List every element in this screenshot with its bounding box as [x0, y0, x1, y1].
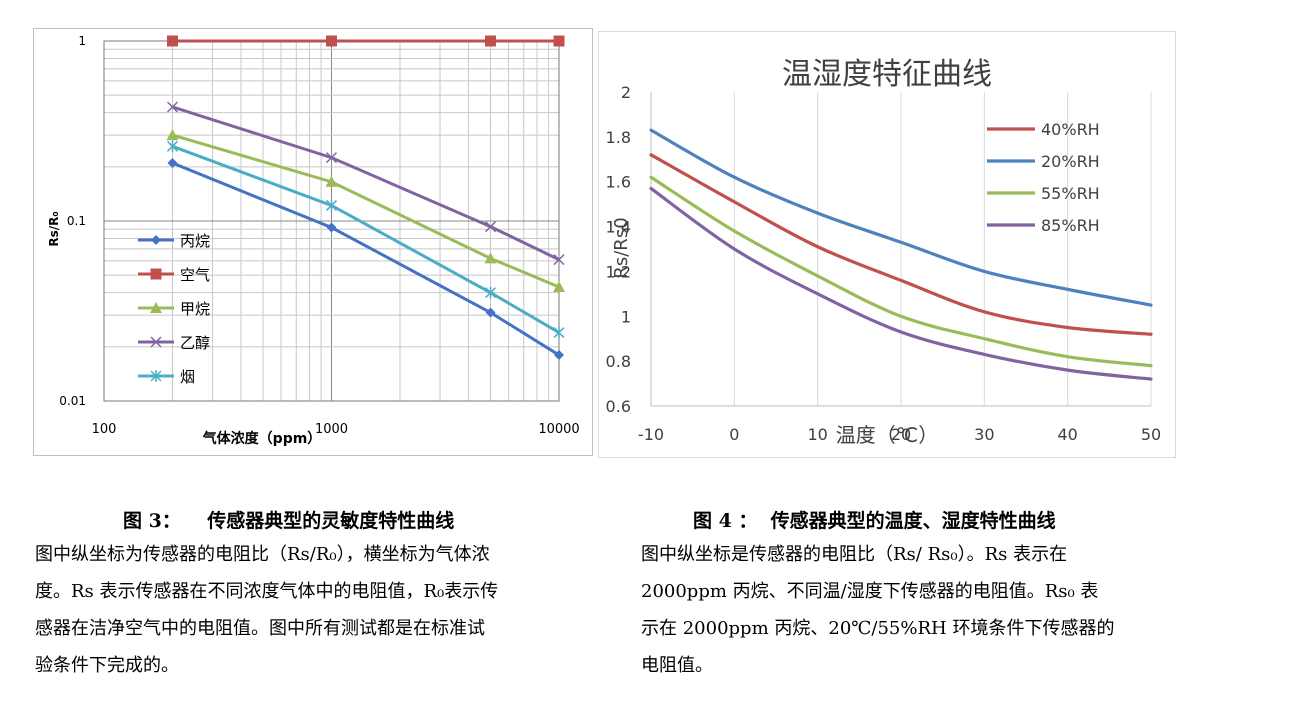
- data-point: [484, 221, 497, 233]
- series-line: [171, 144, 560, 334]
- data-point: [553, 35, 565, 47]
- legend-label: 85%RH: [1041, 216, 1100, 235]
- series-40%RH: [649, 153, 1153, 336]
- fig3-description-line: 验条件下完成的。: [35, 655, 179, 676]
- series-line: [172, 133, 560, 289]
- fig3-description-line: 感器在洁净空气中的电阻值。图中所有测试都是在标准试: [35, 618, 485, 639]
- series-85%RH: [649, 186, 1153, 381]
- fig3-description-line: 度。Rs 表示传感器在不同浓度气体中的电阻值，R₀表示传: [35, 581, 499, 602]
- series-乙醇: [166, 101, 565, 266]
- legend-label: 55%RH: [1041, 184, 1100, 203]
- x-tick-label: 100: [92, 422, 117, 437]
- legend-label: 甲烷: [180, 300, 210, 318]
- x-tick-label: 0: [729, 425, 739, 444]
- data-point: [167, 158, 178, 169]
- grid: [103, 40, 560, 402]
- series-烟: [166, 140, 565, 339]
- series-20%RH: [649, 128, 1153, 307]
- legend-marker: [150, 370, 162, 382]
- fig3-description-line: 图中纵坐标为传感器的电阻比（Rs/R₀），横坐标为气体浓: [35, 544, 490, 565]
- series-line: [172, 105, 560, 261]
- y-tick-label: 1: [78, 34, 86, 48]
- series-55%RH: [649, 175, 1153, 368]
- temperature-humidity-chart: 0.6 0.8 1 1.2 1.4 1.6 1.8 2 -10 0 10 20 30 40 50 温湿度特征曲…: [606, 57, 1162, 447]
- x-tick-label: 20: [891, 425, 911, 444]
- x-axis-label: 气体浓度（ppm）: [202, 430, 322, 447]
- y-tick-label: 2: [621, 83, 631, 102]
- temperature-humidity-chart-panel: 0.6 0.8 1 1.2 1.4 1.6 1.8 2 -10 0 10 20 30 40 50 温湿度特征曲…: [598, 31, 1176, 458]
- x-tick-label: 30: [974, 425, 994, 444]
- data-point: [553, 326, 565, 339]
- data-point: [484, 252, 497, 264]
- data-point: [325, 152, 338, 164]
- data-point: [484, 286, 497, 299]
- fig4-description-line: 2000ppm 丙烷、不同温/湿度下传感器的电阻值。Rs₀ 表: [641, 581, 1099, 602]
- sensitivity-chart: 1 0.1 0.01 100 1000 10000 气体浓度（ppm） Rs/R₀ 丙烷空气甲烷…: [47, 34, 580, 447]
- data-point: [166, 129, 179, 141]
- chart-title: 温湿度特征曲线: [782, 57, 992, 92]
- sensitivity-chart-panel: 1 0.1 0.01 100 1000 10000 气体浓度（ppm） Rs/R₀ 丙烷空气甲烷…: [33, 28, 593, 456]
- x-tick-label: -10: [638, 425, 664, 444]
- y-tick-label: 0.01: [59, 394, 86, 408]
- legend-label: 丙烷: [180, 232, 210, 250]
- fig4-description-line: 图中纵坐标是传感器的电阻比（Rs/ Rs₀）。Rs 表示在: [641, 544, 1068, 565]
- data-point: [326, 35, 337, 47]
- data-point: [553, 254, 565, 266]
- series-甲烷: [166, 129, 565, 292]
- legend-marker: [150, 302, 162, 313]
- data-point: [166, 140, 179, 153]
- data-point: [166, 101, 179, 113]
- legend-marker: [151, 235, 161, 245]
- legend-marker: [150, 268, 162, 280]
- y-tick-label: 0.8: [606, 352, 631, 371]
- fig4-description: 图中纵坐标是传感器的电阻比（Rs/ Rs₀）。Rs 表示在 2000ppm 丙烷…: [641, 536, 1114, 684]
- legend-label: 40%RH: [1041, 120, 1100, 139]
- legend-label: 乙醇: [180, 334, 210, 352]
- data-point: [166, 35, 178, 47]
- series-line: [171, 161, 560, 357]
- x-tick-label: 1000: [315, 422, 348, 437]
- legend-marker: [150, 336, 162, 348]
- fig3-caption: 图 3： 传感器典型的灵敏度特性曲线: [123, 510, 455, 532]
- y-tick-label: 1.2: [606, 262, 631, 281]
- y-tick-label: 0.6: [606, 397, 631, 416]
- legend-label: 烟: [180, 368, 195, 386]
- x-tick-label: 10: [807, 425, 827, 444]
- y-tick-label: 0.1: [67, 214, 86, 228]
- legend-label: 20%RH: [1041, 152, 1100, 171]
- data-point: [325, 199, 338, 212]
- y-axis-label: Rs/Rs0: [611, 217, 632, 278]
- x-tick-label: 40: [1057, 425, 1077, 444]
- fig4-caption: 图 4 ： 传感器典型的温度、湿度特性曲线: [693, 510, 1056, 532]
- series-丙烷: [167, 158, 564, 361]
- series-空气: [166, 35, 565, 47]
- y-tick-label: 1.8: [606, 128, 631, 147]
- x-tick-label: 10000: [538, 422, 579, 437]
- y-axis-label: Rs/R₀: [47, 211, 61, 246]
- data-point: [485, 307, 496, 318]
- y-tick-label: 1.4: [606, 218, 631, 237]
- data-point: [553, 280, 565, 292]
- fig3-description: 图中纵坐标为传感器的电阻比（Rs/R₀），横坐标为气体浓 度。Rs 表示传感器在…: [35, 536, 498, 684]
- y-tick-label: 1: [621, 307, 631, 326]
- data-point: [325, 175, 338, 187]
- data-point: [485, 35, 497, 47]
- data-point: [326, 222, 337, 233]
- fig4-description-line: 电阻值。: [641, 655, 713, 676]
- fig4-description-line: 示在 2000ppm 丙烷、20℃/55%RH 环境条件下传感器的: [641, 618, 1115, 639]
- y-tick-label: 1.6: [606, 173, 631, 192]
- legend: 40%RH 20%RH 55%RH 85%RH: [987, 120, 1100, 235]
- x-axis-label: 温度（℃）: [836, 423, 938, 447]
- x-tick-label: 50: [1141, 425, 1161, 444]
- data-point: [554, 350, 564, 361]
- legend-label: 空气: [180, 266, 210, 284]
